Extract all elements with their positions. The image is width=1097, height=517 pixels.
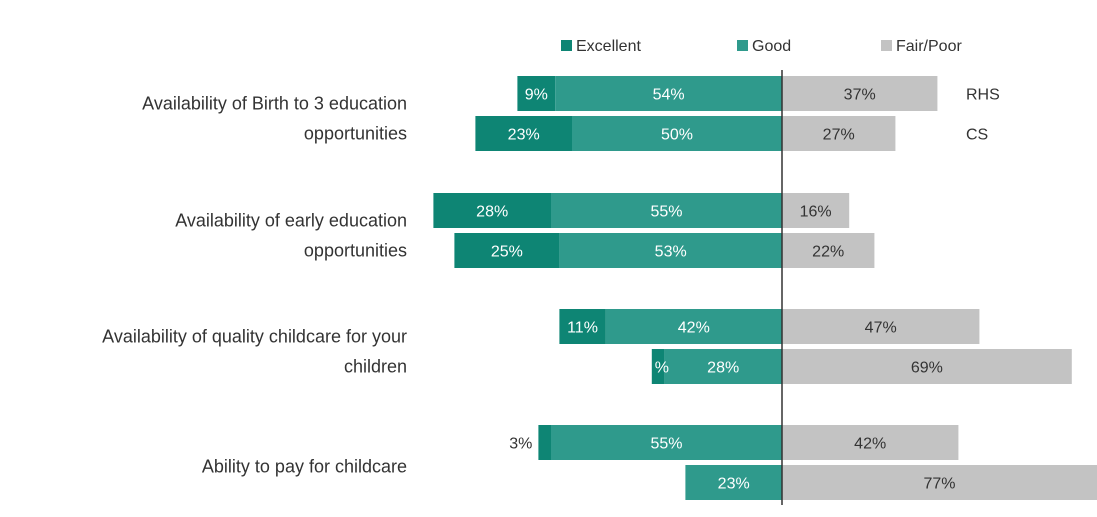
bar-excellent-CS-0 [475, 116, 572, 151]
label-excellent-RHS-3: 3% [509, 436, 532, 453]
label-excellent-CS-0: 23% [508, 127, 540, 144]
bar-fair-poor-CS-2 [782, 349, 1072, 384]
bar-fair-poor-RHS-2 [782, 309, 980, 344]
label-fair-poor-RHS-0: 37% [844, 87, 876, 104]
bar-good-RHS-2 [605, 309, 782, 344]
bar-excellent-RHS-3 [538, 425, 551, 460]
category-label-1-1: opportunities [304, 241, 407, 261]
category-label-1-0: Availability of early education [175, 211, 407, 231]
category-label-0-1: opportunities [304, 124, 407, 144]
legend-swatch-good [737, 40, 748, 51]
bar-good-RHS-0 [555, 76, 782, 111]
label-fair-poor-CS-2: 69% [911, 360, 943, 377]
category-labels: Availability of Birth to 3 education oppo… [102, 94, 407, 477]
bar-fair-poor-CS-0 [782, 116, 896, 151]
bar-excellent-RHS-0 [517, 76, 556, 111]
bar-excellent-CS-1 [454, 233, 560, 268]
label-fair-poor-CS-3: 77% [923, 476, 955, 493]
bar-fair-poor-CS-1 [782, 233, 875, 268]
series-tags: RHS CS [966, 87, 1000, 144]
label-excellent-CS-1: 25% [491, 244, 523, 261]
bar-good-RHS-1 [551, 193, 782, 228]
label-good-CS-2: 28% [707, 360, 739, 377]
category-label-2-1: children [344, 357, 407, 377]
legend-label-excellent: Excellent [576, 38, 641, 55]
bar-excellent-RHS-2 [559, 309, 606, 344]
label-good-RHS-3: 55% [650, 436, 682, 453]
bar-fair-poor-RHS-1 [782, 193, 850, 228]
category-label-0-0: Availability of Birth to 3 education [142, 94, 407, 114]
label-good-CS-0: 50% [661, 127, 693, 144]
label-excellent-RHS-1: 28% [476, 204, 508, 221]
legend: Excellent Good Fair/Poor [561, 38, 962, 55]
legend-label-good: Good [752, 38, 791, 55]
label-fair-poor-RHS-2: 47% [865, 320, 897, 337]
category-label-2-0: Availability of quality childcare for yo… [102, 327, 407, 347]
bars: 9% 54% 37% 28% 55% 16% 11% 42% 47% 3% 55% 42% 23% 50%… [433, 76, 1097, 500]
bar-good-CS-1 [559, 233, 782, 268]
bar-excellent-CS-2 [651, 349, 665, 384]
bar-fair-poor-RHS-3 [782, 425, 959, 460]
label-fair-poor-CS-0: 27% [823, 127, 855, 144]
legend-swatch-fair_poor [881, 40, 892, 51]
legend-swatch-excellent [561, 40, 572, 51]
label-good-RHS-2: 42% [678, 320, 710, 337]
bar-good-RHS-3 [551, 425, 782, 460]
label-good-CS-1: 53% [655, 244, 687, 261]
label-good-RHS-0: 54% [653, 87, 685, 104]
legend-label-fair_poor: Fair/Poor [896, 38, 962, 55]
bar-good-CS-2 [664, 349, 782, 384]
bar-fair-poor-RHS-0 [782, 76, 938, 111]
series-tag-CS: CS [966, 127, 988, 144]
label-fair-poor-RHS-3: 42% [854, 436, 886, 453]
label-good-RHS-1: 55% [650, 204, 682, 221]
label-fair-poor-CS-1: 22% [812, 244, 844, 261]
label-excellent-RHS-0: 9% [525, 87, 548, 104]
label-good-CS-3: 23% [718, 476, 750, 493]
bar-good-CS-3 [685, 465, 782, 500]
category-label-3-0: Ability to pay for childcare [202, 457, 407, 477]
series-tag-RHS: RHS [966, 87, 1000, 104]
label-fair-poor-RHS-1: 16% [800, 204, 832, 221]
bar-good-CS-0 [572, 116, 782, 151]
label-excellent-RHS-2: 11% [567, 320, 598, 337]
bar-excellent-RHS-1 [433, 193, 551, 228]
bar-fair-poor-CS-3 [782, 465, 1097, 500]
label-excellent-CS-2: % [655, 360, 669, 377]
